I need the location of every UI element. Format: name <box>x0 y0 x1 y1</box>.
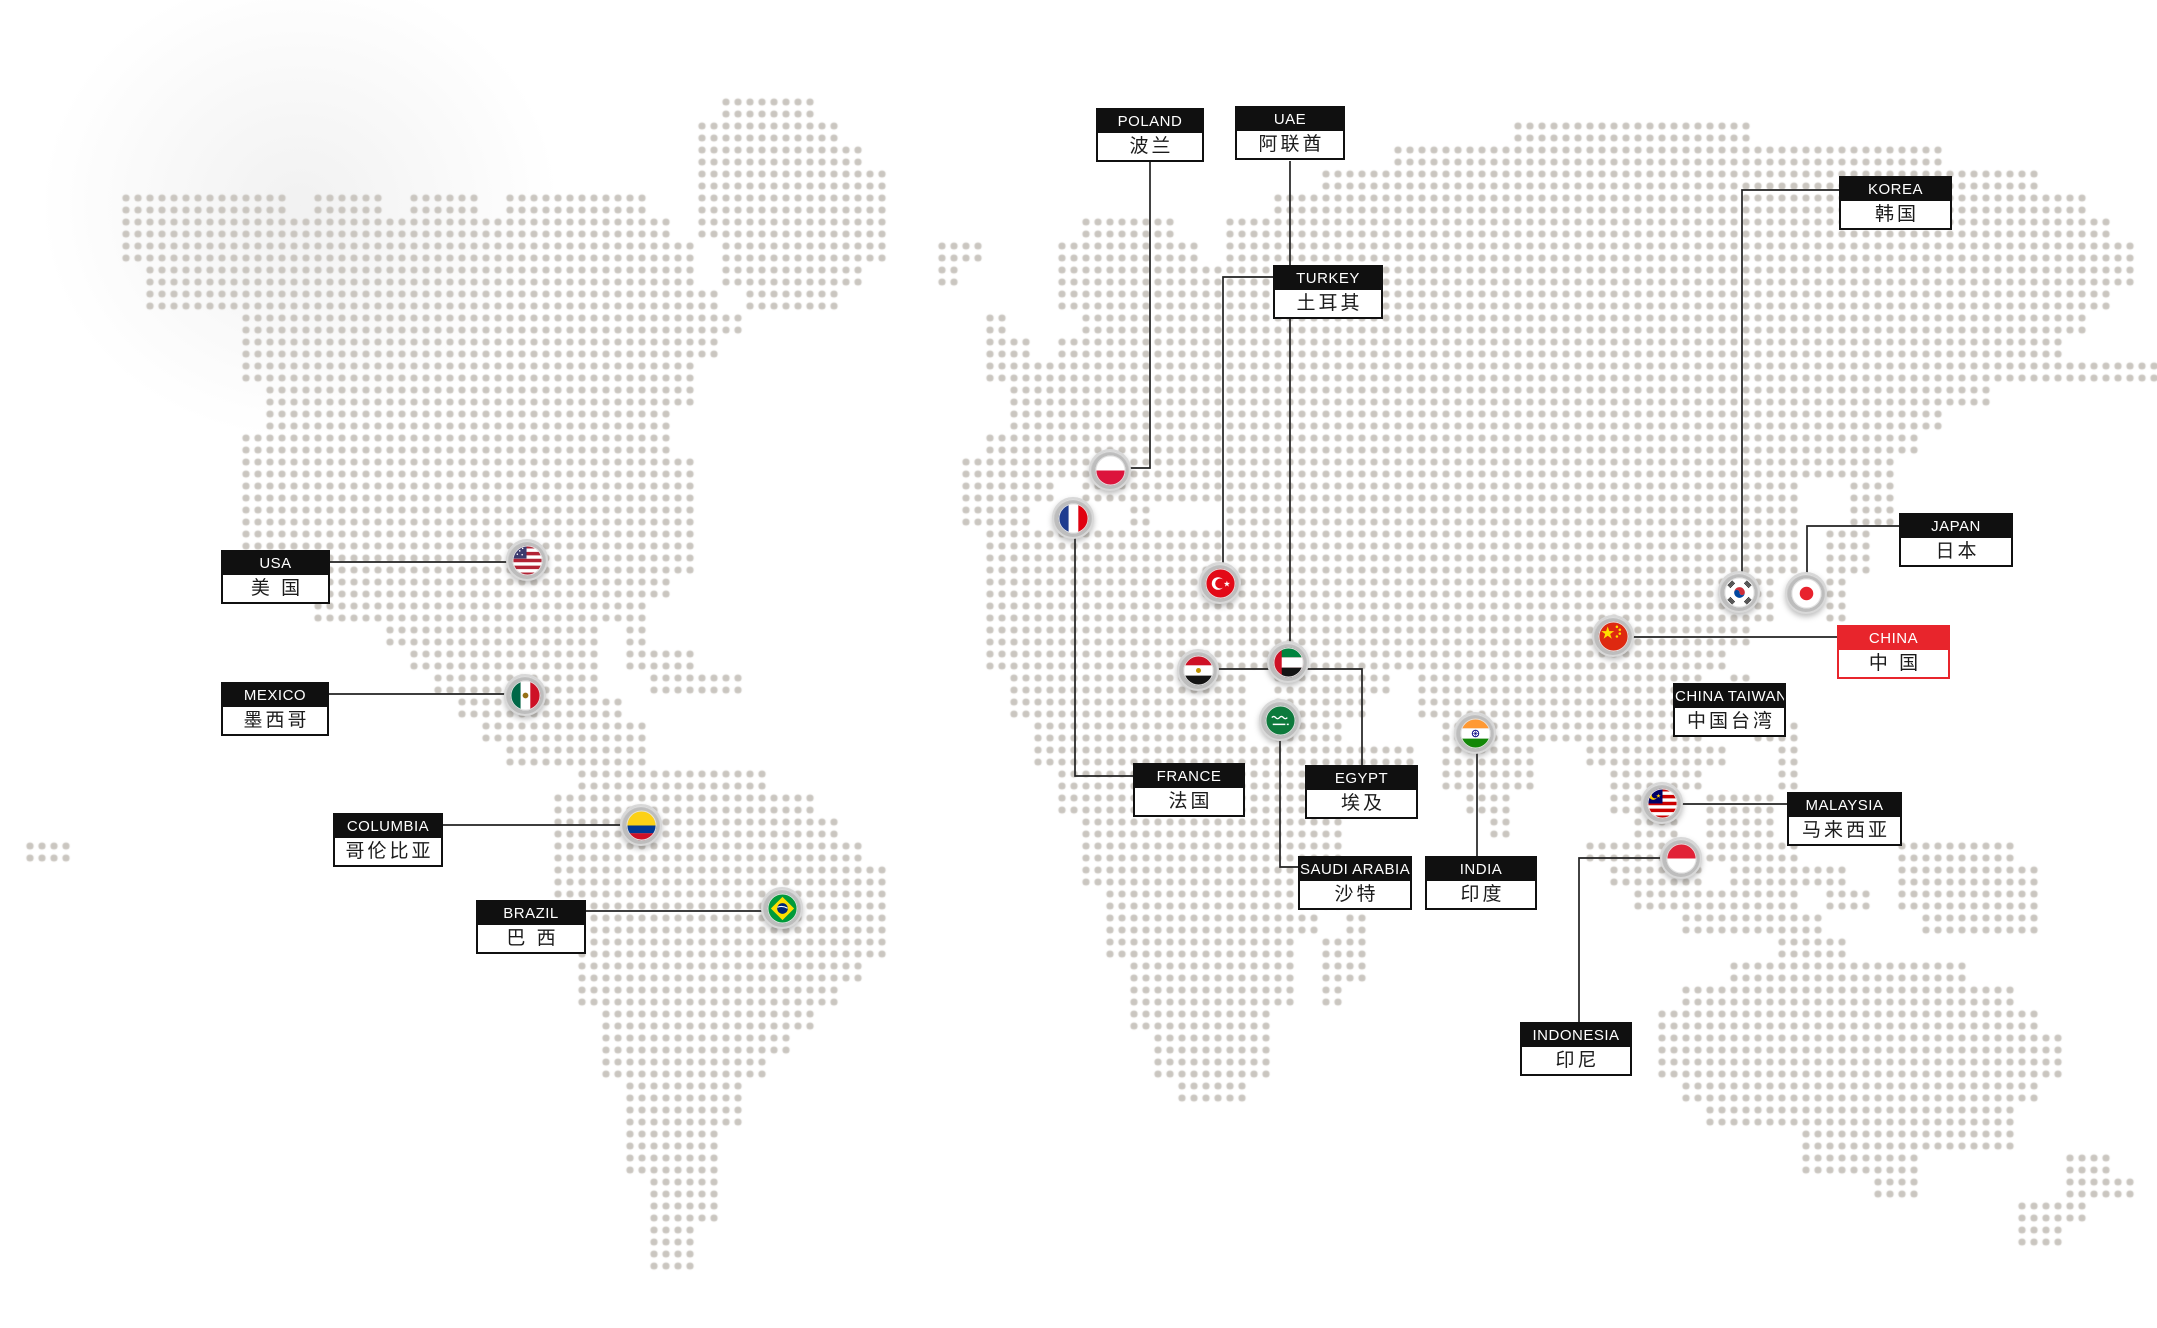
label-india-en: INDIA <box>1427 858 1535 881</box>
label-malaysia-en: MALAYSIA <box>1789 794 1900 817</box>
korea-flag-icon <box>1723 576 1755 608</box>
label-turkey: TURKEY 土耳其 <box>1273 265 1383 319</box>
label-turkey-zh: 土耳其 <box>1296 293 1363 314</box>
label-france: FRANCE 法国 <box>1133 763 1245 817</box>
label-turkey-en: TURKEY <box>1275 267 1381 290</box>
usa-flag-icon <box>511 544 543 576</box>
pin-poland <box>1089 449 1131 491</box>
label-columbia-zh: 哥伦比亚 <box>345 841 434 862</box>
label-usa-en: USA <box>223 552 328 575</box>
pin-korea <box>1718 571 1760 613</box>
label-egypt: EGYPT 埃及 <box>1305 765 1418 819</box>
label-japan-zh: 日本 <box>1935 541 1980 562</box>
label-columbia: COLUMBIA 哥伦比亚 <box>333 813 443 867</box>
pin-usa <box>506 539 548 581</box>
label-korea-zh: 韩国 <box>1874 204 1919 225</box>
china-flag-icon <box>1597 620 1629 652</box>
label-saudi-arabia-en: SAUDI ARABIA <box>1300 858 1410 881</box>
mexico-flag-icon <box>509 679 541 711</box>
label-poland: POLAND 波兰 <box>1096 108 1204 162</box>
pin-india <box>1454 712 1496 754</box>
label-mexico: MEXICO 墨西哥 <box>221 682 329 736</box>
pin-saudi <box>1259 699 1301 741</box>
uae-flag-icon <box>1272 646 1304 678</box>
label-china-taiwan: CHINA TAIWAN 中国台湾 <box>1673 683 1786 737</box>
connector-saudi <box>1279 720 1298 868</box>
pin-china <box>1592 615 1634 657</box>
label-columbia-en: COLUMBIA <box>335 815 441 838</box>
label-brazil-zh: 巴 西 <box>506 928 559 949</box>
connector-korea <box>1741 189 1839 592</box>
label-india: INDIA 印度 <box>1425 856 1537 910</box>
label-indonesia: INDONESIA 印尼 <box>1520 1022 1632 1076</box>
india-flag-icon <box>1459 717 1491 749</box>
label-korea-en: KOREA <box>1841 178 1950 201</box>
france-flag-icon <box>1057 502 1089 534</box>
turkey-flag-icon <box>1204 567 1236 599</box>
label-mexico-zh: 墨西哥 <box>243 710 310 731</box>
saudi-flag-icon <box>1264 704 1296 736</box>
label-china-zh: 中 国 <box>1868 653 1922 674</box>
pin-indonesia <box>1660 837 1702 879</box>
pin-mexico <box>504 674 546 716</box>
label-saudi-arabia-zh: 沙特 <box>1334 884 1379 905</box>
pin-columbia <box>620 804 662 846</box>
label-korea: KOREA 韩国 <box>1839 176 1952 230</box>
label-malaysia-zh: 马来西亚 <box>1801 820 1890 841</box>
label-malaysia: MALAYSIA 马来西亚 <box>1787 792 1902 846</box>
pin-turkey <box>1199 562 1241 604</box>
brazil-flag-icon <box>766 892 798 924</box>
pin-japan <box>1785 572 1827 614</box>
pin-egypt <box>1177 649 1219 691</box>
connector-turkey <box>1222 276 1273 583</box>
connector-poland <box>1110 161 1151 469</box>
label-usa: USA 美 国 <box>221 550 330 604</box>
label-indonesia-en: INDONESIA <box>1522 1024 1630 1047</box>
pin-france <box>1052 497 1094 539</box>
pin-malaysia <box>1641 782 1683 824</box>
label-poland-zh: 波兰 <box>1129 136 1174 157</box>
label-japan: JAPAN 日本 <box>1899 513 2013 567</box>
poland-flag-icon <box>1094 454 1126 486</box>
label-uae: UAE 阿联酋 <box>1235 106 1345 160</box>
label-uae-en: UAE <box>1237 108 1343 131</box>
label-japan-en: JAPAN <box>1901 515 2011 538</box>
label-china: CHINA 中 国 <box>1837 625 1950 679</box>
label-france-zh: 法国 <box>1168 791 1213 812</box>
connector-egypt <box>1198 668 1363 766</box>
label-saudi-arabia: SAUDI ARABIA 沙特 <box>1298 856 1412 910</box>
label-poland-en: POLAND <box>1098 110 1202 133</box>
label-china-taiwan-en: CHINA TAIWAN <box>1675 685 1784 708</box>
label-france-en: FRANCE <box>1135 765 1243 788</box>
label-egypt-en: EGYPT <box>1307 767 1416 790</box>
indonesia-flag-icon <box>1665 842 1697 874</box>
label-egypt-zh: 埃及 <box>1340 793 1385 814</box>
connector-france <box>1074 518 1133 777</box>
label-india-zh: 印度 <box>1460 884 1505 905</box>
japan-flag-icon <box>1790 577 1822 609</box>
label-brazil: BRAZIL 巴 西 <box>476 900 586 954</box>
label-china-en: CHINA <box>1839 627 1948 650</box>
label-indonesia-zh: 印尼 <box>1555 1050 1600 1071</box>
connector-japan <box>1806 525 1899 593</box>
label-uae-zh: 阿联酋 <box>1258 134 1325 155</box>
connector-indonesia <box>1578 857 1681 1023</box>
pin-uae <box>1267 641 1309 683</box>
label-mexico-en: MEXICO <box>223 684 327 707</box>
malaysia-flag-icon <box>1646 787 1678 819</box>
label-china-taiwan-zh: 中国台湾 <box>1686 711 1775 732</box>
egypt-flag-icon <box>1182 654 1214 686</box>
label-brazil-en: BRAZIL <box>478 902 584 925</box>
label-usa-zh: 美 国 <box>250 578 304 599</box>
columbia-flag-icon <box>625 809 657 841</box>
pin-brazil <box>761 887 803 929</box>
